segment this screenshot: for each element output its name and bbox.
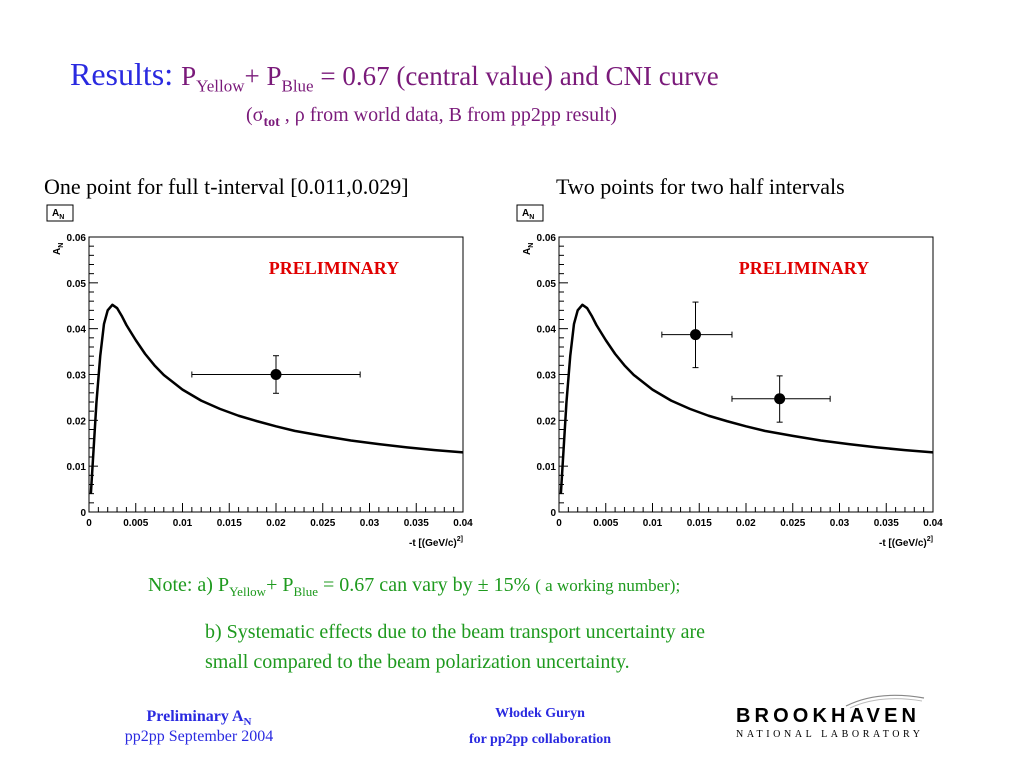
data-point — [270, 369, 282, 380]
y-axis-title: AN — [522, 243, 535, 255]
x-tick-label: 0.025 — [310, 518, 335, 529]
note-b-line1: b) Systematic effects due to the beam tr… — [205, 621, 705, 643]
x-tick-label: 0.02 — [736, 518, 756, 529]
x-tick-label: 0.03 — [360, 518, 380, 529]
x-tick-label: 0 — [556, 518, 562, 529]
footer-left-title: Preliminary AN — [146, 708, 252, 729]
y-tick-label: 0.03 — [67, 371, 87, 382]
y-tick-label: 0.05 — [537, 279, 557, 290]
y-tick-label: 0 — [550, 508, 556, 519]
cni-curve — [559, 303, 934, 494]
slide-subtitle: (σtot , ρ from world data, B from pp2pp … — [246, 104, 617, 130]
x-tick-label: 0 — [86, 518, 92, 529]
y-tick-label: 0.04 — [537, 325, 557, 336]
preliminary-label: PRELIMINARY — [739, 258, 869, 278]
footer-author-name: Włodek Guryn — [495, 706, 585, 721]
y-tick-label: 0.02 — [67, 416, 87, 427]
y-axis-title: AN — [52, 243, 65, 255]
x-tick-label: 0.015 — [217, 518, 242, 529]
footer-left-date: pp2pp September 2004 — [124, 728, 274, 746]
title-equation: PYellow+ PBlue = 0.67 (central value) an… — [181, 61, 719, 96]
y-tick-label: 0.04 — [67, 325, 87, 336]
caption-left: One point for full t-interval [0.011,0.0… — [44, 174, 409, 199]
x-tick-label: 0.01 — [173, 518, 193, 529]
x-tick-label: 0.035 — [404, 518, 429, 529]
brookhaven-logo: BROOKHAVEN NATIONAL LABORATORY — [736, 694, 925, 740]
data-point — [774, 393, 786, 405]
y-tick-label: 0.03 — [537, 371, 557, 382]
x-tick-label: 0.005 — [593, 518, 618, 529]
x-tick-label: 0.02 — [266, 518, 286, 529]
x-tick-label: 0.04 — [453, 518, 473, 529]
logo-wordmark: BROOKHAVEN — [736, 705, 916, 727]
footer-author: Włodek Guryn for pp2pp collaboration — [440, 706, 640, 748]
x-tick-label: 0.025 — [780, 518, 805, 529]
stat-box: AN — [516, 204, 544, 222]
x-tick-label: 0.005 — [123, 518, 148, 529]
footer-left: Preliminary AN pp2pp September 2004 — [104, 708, 294, 746]
y-tick-label: 0.05 — [67, 279, 87, 290]
stat-box-frame — [46, 204, 74, 222]
x-axis-title: -t [(GeV/c)2] — [879, 536, 933, 549]
stat-box: AN — [46, 204, 74, 222]
note-a: Note: a) PYellow+ PBlue = 0.67 can vary … — [148, 574, 681, 599]
x-tick-label: 0.03 — [830, 518, 850, 529]
chart-left: AN 0 0.005 0.01 0.015 0.02 0.025 0.03 0.035 0.04 0… — [46, 204, 473, 549]
y-tick-label: 0.01 — [67, 462, 87, 473]
chart-right: AN 0 0.005 0.01 0.015 0.02 0.025 0.03 0.035 0.04 0… — [516, 204, 943, 549]
preliminary-label: PRELIMINARY — [269, 258, 399, 278]
logo-subline: NATIONAL LABORATORY — [736, 729, 922, 740]
title-lead: Results: — [70, 56, 182, 92]
x-axis-title: -t [(GeV/c)2] — [409, 536, 463, 549]
plot-frame — [558, 236, 934, 513]
slide-title: Results: PYellow+ PBlue = 0.67 (central … — [70, 56, 719, 96]
footer-collaboration: for pp2pp collaboration — [468, 732, 612, 747]
y-tick-label: 0.01 — [537, 462, 557, 473]
y-tick-label: 0.06 — [537, 233, 557, 244]
caption-right: Two points for two half intervals — [556, 174, 845, 199]
cni-curve — [89, 303, 464, 494]
data-point — [690, 329, 702, 341]
x-tick-label: 0.01 — [643, 518, 663, 529]
x-tick-label: 0.04 — [923, 518, 943, 529]
x-tick-label: 0.035 — [874, 518, 899, 529]
stat-box-frame — [516, 204, 544, 222]
note-b-line2: small compared to the beam polarization … — [205, 651, 630, 673]
y-tick-label: 0.02 — [537, 416, 557, 427]
y-tick-label: 0.06 — [67, 233, 87, 244]
y-tick-label: 0 — [80, 508, 86, 519]
x-tick-label: 0.015 — [687, 518, 712, 529]
